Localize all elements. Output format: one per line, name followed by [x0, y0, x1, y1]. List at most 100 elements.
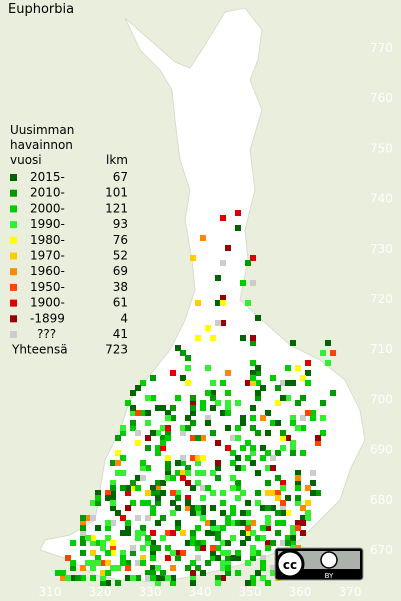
grid-square: [175, 555, 181, 561]
legend-count: 93: [113, 217, 128, 231]
legend-total-label: Yhteensä: [11, 343, 68, 357]
grid-square: [155, 500, 161, 506]
grid-square: [190, 455, 196, 461]
grid-square: [285, 540, 291, 546]
grid-square: [155, 430, 161, 436]
grid-square: [290, 415, 296, 421]
grid-square: [245, 500, 251, 506]
grid-square: [190, 395, 196, 401]
grid-square: [300, 450, 306, 456]
grid-square: [195, 525, 201, 531]
grid-square: [265, 515, 271, 521]
grid-square: [205, 520, 211, 526]
grid-square: [210, 430, 216, 436]
grid-square: [175, 525, 181, 531]
grid-square: [180, 460, 186, 466]
grid-square: [195, 505, 201, 511]
grid-square: [230, 520, 236, 526]
grid-square: [190, 255, 196, 261]
grid-square: [250, 450, 256, 456]
grid-square: [235, 485, 241, 491]
grid-square: [205, 560, 211, 566]
grid-square: [285, 535, 291, 541]
grid-square: [90, 500, 96, 506]
grid-square: [145, 435, 151, 441]
grid-square: [145, 575, 151, 581]
grid-square: [120, 485, 126, 491]
grid-square: [190, 560, 196, 566]
grid-square: [190, 510, 196, 516]
grid-square: [155, 490, 161, 496]
grid-square: [325, 360, 331, 366]
grid-square: [275, 420, 281, 426]
grid-square: [300, 530, 306, 536]
grid-square: [260, 455, 266, 461]
grid-square: [110, 520, 116, 526]
grid-square: [135, 560, 141, 566]
grid-square: [145, 535, 151, 541]
grid-square: [240, 415, 246, 421]
grid-square: [275, 400, 281, 406]
grid-square: [100, 580, 106, 586]
grid-square: [200, 235, 206, 241]
grid-square: [215, 535, 221, 541]
grid-square: [135, 475, 141, 481]
grid-square: [140, 530, 146, 536]
grid-square: [130, 420, 136, 426]
grid-square: [235, 210, 241, 216]
grid-square: [200, 570, 206, 576]
grid-square: [270, 505, 276, 511]
grid-square: [260, 525, 266, 531]
grid-square: [180, 550, 186, 556]
grid-square: [100, 560, 106, 566]
grid-square: [90, 540, 96, 546]
legend-swatch: [10, 189, 17, 197]
grid-square: [255, 535, 261, 541]
grid-square: [280, 445, 286, 451]
grid-square: [170, 500, 176, 506]
grid-square: [135, 515, 141, 521]
grid-square: [330, 350, 336, 356]
grid-square: [280, 485, 286, 491]
grid-square: [245, 530, 251, 536]
grid-square: [70, 560, 76, 566]
grid-square: [225, 245, 231, 251]
grid-square: [290, 535, 296, 541]
grid-square: [155, 520, 161, 526]
x-tick-label: 370: [339, 585, 362, 599]
grid-square: [150, 565, 156, 571]
grid-square: [120, 470, 126, 476]
grid-square: [265, 520, 271, 526]
grid-square: [245, 510, 251, 516]
grid-square: [185, 495, 191, 501]
x-tick-label: 360: [289, 585, 312, 599]
grid-square: [185, 465, 191, 471]
grid-square: [265, 410, 271, 416]
grid-square: [145, 490, 151, 496]
grid-square: [150, 395, 156, 401]
grid-square: [200, 540, 206, 546]
grid-square: [110, 550, 116, 556]
grid-square: [90, 560, 96, 566]
grid-square: [160, 480, 166, 486]
legend-swatch: [10, 236, 17, 244]
grid-square: [300, 505, 306, 511]
grid-square: [250, 575, 256, 581]
grid-square: [300, 395, 306, 401]
grid-square: [225, 405, 231, 411]
grid-square: [125, 490, 131, 496]
grid-square: [195, 470, 201, 476]
grid-square: [305, 485, 311, 491]
grid-square: [175, 550, 181, 556]
grid-square: [250, 370, 256, 376]
grid-square: [220, 540, 226, 546]
grid-square: [110, 460, 116, 466]
grid-square: [170, 530, 176, 536]
grid-square: [115, 580, 121, 586]
grid-square: [300, 425, 306, 431]
grid-square: [220, 300, 226, 306]
grid-square: [175, 460, 181, 466]
grid-square: [280, 540, 286, 546]
grid-square: [165, 470, 171, 476]
